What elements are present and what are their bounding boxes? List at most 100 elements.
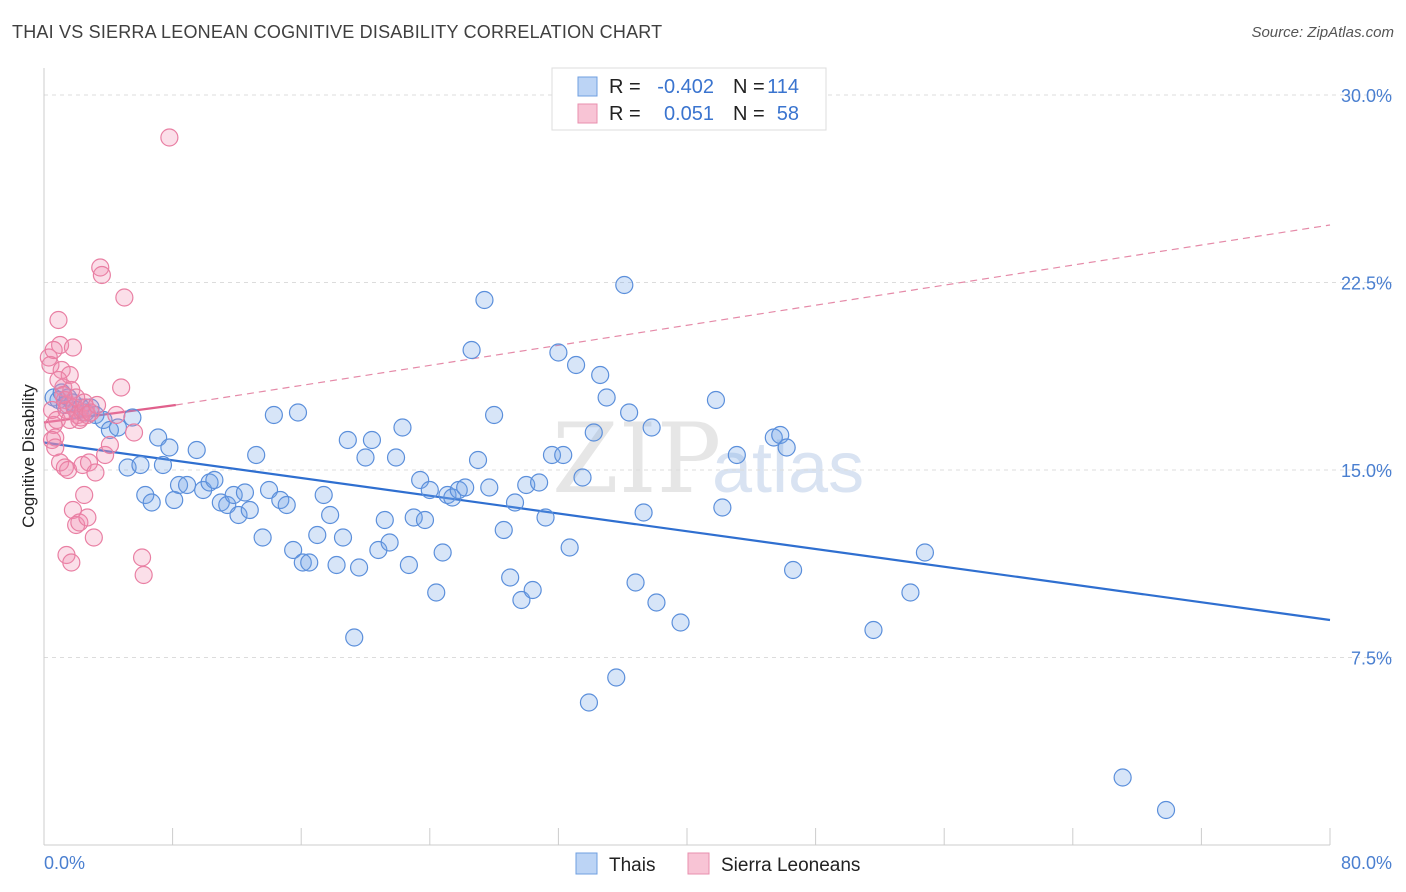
legend-n-value-thais: 114 bbox=[767, 76, 799, 98]
legend-swatch-sierra bbox=[577, 103, 598, 124]
sierra-point-52 bbox=[44, 340, 63, 360]
thais-point-38 bbox=[264, 405, 283, 425]
thais-point-57 bbox=[380, 533, 399, 552]
thais-point-67 bbox=[438, 485, 457, 505]
sierra-point-46 bbox=[112, 378, 131, 397]
thais-point-44 bbox=[300, 553, 319, 572]
thais-point-88 bbox=[566, 355, 586, 375]
thais-point-64 bbox=[420, 480, 439, 500]
tick-labels: 7.5% 15.0% 22.5% 30.0% 0.0% 80.0% bbox=[44, 86, 1392, 873]
y-tick-label-2: 22.5% bbox=[1341, 274, 1392, 294]
thais-point-35 bbox=[247, 445, 266, 465]
thais-point-85 bbox=[549, 343, 568, 362]
thais-point-58 bbox=[386, 448, 406, 467]
thais-trend-line bbox=[43, 441, 1331, 622]
thais-point-89 bbox=[573, 468, 592, 487]
thais-point-46 bbox=[314, 485, 333, 505]
grid-lines bbox=[44, 94, 1392, 658]
thais-point-71 bbox=[462, 340, 481, 360]
thais-point-86 bbox=[554, 445, 573, 465]
thais-point-41 bbox=[284, 540, 303, 560]
thais-point-53 bbox=[356, 448, 375, 467]
chart-title: THAI VS SIERRA LEONEAN COGNITIVE DISABIL… bbox=[12, 22, 663, 42]
thais-point-98 bbox=[634, 503, 653, 522]
sierra-point-26 bbox=[46, 438, 65, 457]
legend-box bbox=[551, 67, 827, 131]
thais-point-51 bbox=[345, 628, 364, 647]
thais-point-87 bbox=[560, 538, 579, 557]
thais-point-108 bbox=[783, 560, 803, 580]
thais-point-94 bbox=[607, 668, 626, 687]
axes bbox=[43, 68, 1331, 846]
thais-point-99 bbox=[642, 418, 661, 437]
thais-point-75 bbox=[485, 405, 504, 425]
data-points bbox=[39, 128, 1176, 820]
legend-r-value-sierra: 0.051 bbox=[664, 103, 714, 125]
sierra-point-36 bbox=[62, 553, 81, 572]
thais-point-59 bbox=[393, 418, 412, 437]
thais-point-50 bbox=[338, 430, 357, 450]
thais-point-109 bbox=[864, 620, 883, 640]
legend-r-label-sierra: R = bbox=[609, 103, 641, 125]
thais-point-82 bbox=[530, 473, 549, 492]
x-tick-label-max: 80.0% bbox=[1341, 853, 1392, 873]
sierra-point-24 bbox=[78, 405, 97, 425]
legend-n-label-thais: N = bbox=[733, 76, 765, 98]
thais-point-16 bbox=[131, 455, 150, 475]
sierra-point-42 bbox=[92, 265, 111, 285]
y-tick-label-0: 7.5% bbox=[1351, 649, 1392, 669]
thais-point-40 bbox=[277, 495, 296, 515]
thais-point-95 bbox=[615, 275, 634, 295]
thais-point-112 bbox=[1113, 768, 1132, 787]
thais-point-54 bbox=[362, 430, 382, 450]
thais-point-49 bbox=[333, 528, 353, 547]
sierra-point-23 bbox=[76, 398, 95, 417]
sierra-point-4 bbox=[46, 428, 65, 447]
sierra-point-49 bbox=[132, 548, 152, 567]
sierra-point-5 bbox=[47, 410, 66, 430]
thais-point-107 bbox=[777, 438, 796, 457]
legend-n-label-sierra: N = bbox=[733, 103, 765, 125]
sierra-point-56 bbox=[81, 403, 100, 422]
thais-point-61 bbox=[404, 508, 423, 527]
sierra-point-34 bbox=[78, 508, 97, 527]
bottom-legend-swatch-sierra bbox=[687, 852, 710, 875]
watermark: ZIP atlas bbox=[552, 403, 864, 515]
thais-point-62 bbox=[411, 470, 430, 490]
thais-point-31 bbox=[224, 485, 243, 505]
thais-point-83 bbox=[536, 508, 555, 527]
thais-point-43 bbox=[293, 553, 312, 572]
sierra-point-54 bbox=[54, 385, 73, 405]
thais-point-103 bbox=[713, 498, 732, 517]
thais-point-100 bbox=[647, 593, 666, 612]
sierra-point-15 bbox=[63, 338, 83, 357]
sierra-point-38 bbox=[79, 453, 99, 472]
thais-point-90 bbox=[579, 693, 599, 712]
thais-point-104 bbox=[727, 445, 746, 465]
thais-point-21 bbox=[160, 438, 179, 457]
thais-point-76 bbox=[494, 520, 513, 540]
thais-point-68 bbox=[443, 488, 462, 507]
thais-point-77 bbox=[501, 568, 520, 587]
thais-point-72 bbox=[468, 450, 488, 470]
thais-point-28 bbox=[205, 470, 224, 490]
thais-point-18 bbox=[142, 493, 161, 512]
thais-point-81 bbox=[523, 580, 542, 600]
sierra-point-50 bbox=[134, 565, 153, 585]
thais-point-17 bbox=[136, 485, 155, 505]
thais-point-73 bbox=[475, 290, 494, 310]
sierra-point-57 bbox=[87, 395, 107, 415]
thais-point-22 bbox=[165, 490, 184, 510]
thais-point-14 bbox=[123, 408, 142, 427]
sierra-point-51 bbox=[160, 128, 179, 147]
y-tick-label-3: 30.0% bbox=[1341, 86, 1392, 106]
thais-point-52 bbox=[349, 558, 369, 577]
thais-point-96 bbox=[620, 403, 639, 422]
legend-swatch-thais bbox=[577, 76, 598, 97]
bottom-legend-label-thais: Thais bbox=[609, 855, 655, 876]
watermark-atlas: atlas bbox=[712, 428, 864, 508]
thais-point-42 bbox=[288, 403, 308, 422]
thais-point-33 bbox=[235, 483, 255, 502]
legend: R = -0.402 N = 114 R = 0.051 N = 58 bbox=[551, 67, 827, 131]
